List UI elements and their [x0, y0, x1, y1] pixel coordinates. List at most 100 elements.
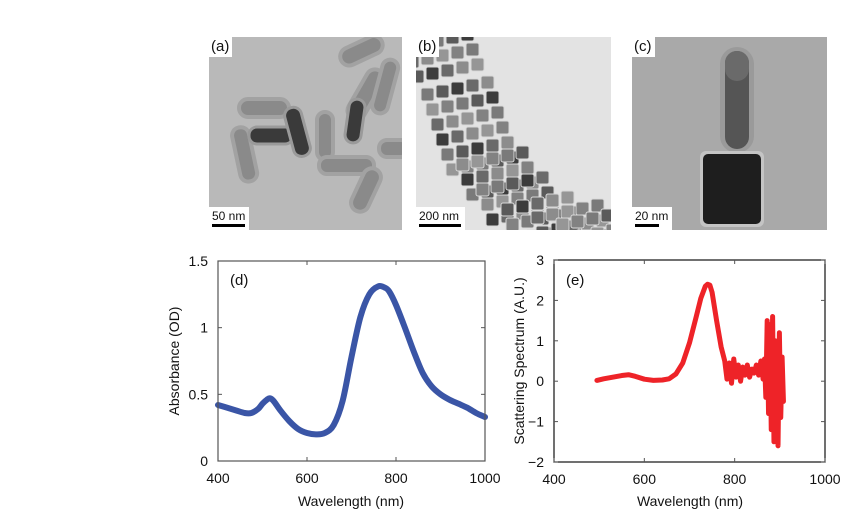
chart-d-ylabel: Absorbance (OD)	[166, 307, 182, 416]
nanocube	[485, 212, 500, 227]
scale-bar-c-text: 20 nm	[635, 209, 669, 223]
chart-d-series	[215, 282, 488, 438]
e-ytick-label: 0	[536, 373, 544, 389]
nanocube	[500, 148, 515, 163]
nanocube	[545, 193, 560, 208]
nanocube	[455, 96, 470, 111]
nanocube	[425, 66, 440, 81]
chart-d-panel-label: (d)	[230, 272, 248, 289]
nanocube	[600, 208, 611, 223]
chart-d-ticks: 400 600 800 1000 0 0.5 1 1.5	[189, 253, 501, 486]
scale-bar-a-text: 50 nm	[212, 209, 246, 223]
d-line-absorbance	[215, 282, 488, 438]
e-ytick-label: 2	[536, 292, 544, 308]
scale-bar-b-text: 200 nm	[419, 209, 460, 223]
nanocube	[585, 211, 600, 226]
chart-d: 400 600 800 1000 0 0.5 1 1.5 (d) Wavelength (nm…	[166, 253, 501, 509]
e-xtick-label: 600	[633, 471, 657, 487]
nanocube	[515, 199, 530, 214]
nanocube	[530, 196, 545, 211]
nanocube	[455, 157, 470, 172]
nanocube	[465, 126, 480, 141]
nanocube	[425, 102, 440, 117]
chart-d-xlabel: Wavelength (nm)	[298, 493, 404, 509]
d-ytick-label: 1.5	[189, 253, 209, 269]
nanocube	[490, 105, 505, 120]
nanocube	[570, 214, 585, 229]
nanocube	[605, 223, 611, 230]
nanocube	[480, 75, 495, 90]
tem-image-a: (a) 50 nm	[209, 37, 402, 230]
nanorods-micrograph	[209, 37, 402, 230]
scale-bar-c-line	[635, 224, 659, 227]
nanocube	[440, 63, 455, 78]
rod-cube-micrograph	[632, 37, 827, 230]
e-ytick-label: −2	[528, 454, 544, 470]
chart-e-xlabel: Wavelength (nm)	[637, 493, 743, 509]
nanocube	[475, 182, 490, 197]
e-xtick-label: 800	[723, 471, 747, 487]
nanocube	[555, 217, 570, 230]
nanocube	[590, 226, 605, 230]
nanocube	[445, 114, 460, 129]
tem-image-b: (b) 200 nm	[416, 37, 611, 230]
e-xtick-label: 400	[542, 471, 566, 487]
scale-bar-b-line	[419, 224, 461, 227]
nanocube	[440, 147, 455, 162]
nanocube	[435, 84, 450, 99]
scale-bar-a: 50 nm	[209, 207, 250, 230]
nanocube	[475, 108, 490, 123]
nanocube	[480, 123, 495, 138]
nanocube	[560, 190, 575, 205]
nanocube	[470, 93, 485, 108]
d-ytick-label: 1	[200, 320, 208, 336]
nanocube	[435, 132, 450, 147]
e-ytick-label: 1	[536, 333, 544, 349]
scale-bar-c: 20 nm	[632, 207, 673, 230]
nanocube	[450, 45, 465, 60]
d-ytick-label: 0	[200, 453, 208, 469]
nanocube	[450, 81, 465, 96]
nanocube	[535, 170, 550, 185]
e-xtick-label: 1000	[809, 471, 840, 487]
nanocube	[485, 90, 500, 105]
nanocube	[416, 54, 420, 69]
e-ytick-label: 3	[536, 252, 544, 268]
scale-bar-a-line	[212, 224, 245, 227]
d-xtick-label: 400	[206, 470, 230, 486]
e-line-scattering	[594, 281, 786, 449]
nanocube	[520, 173, 535, 188]
e-ytick-label: −1	[528, 414, 544, 430]
nanocubes-micrograph	[416, 37, 611, 230]
nanocube	[470, 154, 485, 169]
nanocube	[530, 210, 545, 225]
scale-bar-b: 200 nm	[416, 207, 465, 230]
chart-d-frame	[217, 260, 486, 462]
chart-e-panel-label: (e)	[566, 272, 584, 289]
nanocube	[445, 37, 460, 45]
nanocube	[535, 225, 550, 230]
nanocube	[465, 42, 480, 57]
nanocube	[420, 87, 435, 102]
nanocube	[500, 202, 515, 217]
nanocube	[455, 60, 470, 75]
nanocube	[515, 145, 530, 160]
panel-label-c: (c)	[632, 37, 655, 57]
nanocube	[440, 99, 455, 114]
d-xtick-label: 600	[295, 470, 319, 486]
nanocube	[545, 207, 560, 222]
nanocube	[505, 217, 520, 230]
nanocube	[450, 129, 465, 144]
nanocube	[460, 172, 475, 187]
panel-label-b: (b)	[416, 37, 440, 57]
d-xtick-label: 1000	[469, 470, 500, 486]
chart-e-frame	[553, 259, 826, 463]
chart-e-ylabel: Scattering Spectrum (A.U.)	[511, 277, 527, 444]
panel-label-a: (a)	[209, 37, 233, 57]
chart-e: 400 600 800 1000 −2 −1 0 1 2 3 (e) Wavelength (nm…	[511, 252, 841, 509]
nanocube	[430, 117, 445, 132]
nanocube	[485, 151, 500, 166]
nanocube	[460, 37, 475, 42]
tem-image-c: (c) 20 nm	[632, 37, 827, 230]
